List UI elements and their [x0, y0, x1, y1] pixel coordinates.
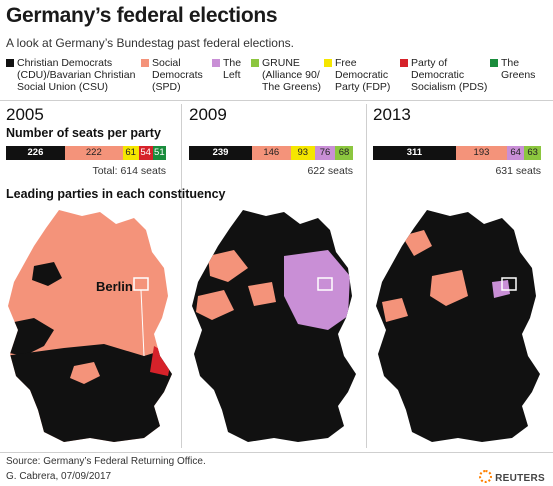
- year-2005: 2005: [6, 105, 44, 124]
- total-2005: Total: 614 seats: [92, 165, 166, 177]
- map-2013: [376, 210, 540, 442]
- reuters-logo: REUTERS: [479, 470, 545, 484]
- legend-label-cdu: Christian Democrats (CDU)/Bavarian Chris…: [17, 57, 136, 93]
- map-2005: [8, 210, 172, 442]
- total-2009: 622 seats: [307, 165, 353, 177]
- year-2013: 2013: [373, 105, 411, 124]
- reuters-logo-text: REUTERS: [495, 473, 545, 484]
- reuters-logo-icon: [479, 470, 493, 483]
- seat-bar-2013: 311 193 64 63: [373, 146, 541, 160]
- legend-swatch-spd: [141, 59, 149, 67]
- seat-segment-pds: 54: [138, 146, 153, 160]
- legend-item-fdp: Free Democratic Party (FDP): [324, 57, 390, 93]
- seat-segment-grune: 68: [335, 146, 353, 160]
- map-2013-spd-west: [382, 298, 408, 322]
- legend-item-grune: GRUNE (Alliance 90/ The Greens): [251, 57, 321, 93]
- legend-label-left: The Left: [223, 57, 242, 81]
- seat-segment-fdp: 93: [290, 146, 316, 160]
- seat-segment-spd: 193: [455, 146, 508, 160]
- map-2005-berlin-line: [140, 289, 145, 357]
- legend-item-greens: The Greens: [490, 57, 535, 81]
- map-2013-spd-north: [402, 230, 432, 256]
- legend-item-spd: Social Democrats (SPD): [141, 57, 203, 93]
- credit-note: G. Cabrera, 07/09/2017: [6, 471, 112, 482]
- seat-segment-the-left: 76: [315, 146, 336, 160]
- legend-label-grune: GRUNE (Alliance 90/ The Greens): [262, 57, 321, 93]
- seat-segment-grune: 63: [524, 146, 541, 160]
- legend-label-spd: Social Democrats (SPD): [152, 57, 203, 93]
- map-2009: [192, 210, 356, 442]
- legend-item-left: The Left: [212, 57, 241, 81]
- source-note: Source: Germany’s Federal Returning Offi…: [6, 456, 206, 467]
- column-divider-1: [181, 104, 182, 448]
- seat-segment-fdp: 61: [122, 146, 139, 160]
- legend-swatch-fdp: [324, 59, 332, 67]
- legend-swatch-cdu: [6, 59, 14, 67]
- map-2013-cdu-base: [376, 210, 540, 442]
- map-2013-left-berlin: [492, 280, 510, 298]
- map-2005-south-region: [8, 344, 172, 442]
- legend-label-greens: The Greens: [501, 57, 536, 81]
- seat-segment-cdu-csu: 239: [189, 146, 253, 160]
- page-subtitle: A look at Germany’s Bundestag past feder…: [6, 36, 294, 50]
- legend-label-fdp: Free Democratic Party (FDP): [335, 57, 391, 93]
- legend-divider: [0, 100, 553, 101]
- map-2005-south-spd-patch: [70, 362, 100, 384]
- map-2009-left-east: [284, 250, 350, 330]
- legend-swatch-left: [212, 59, 220, 67]
- year-2009: 2009: [189, 105, 227, 124]
- berlin-label: Berlin: [96, 279, 133, 294]
- map-2009-spd-west: [196, 290, 234, 320]
- seat-segment-the-left: 64: [507, 146, 525, 160]
- map-2009-cdu-base: [192, 210, 356, 442]
- seat-segment-cdu-csu: 311: [373, 146, 456, 160]
- legend-label-pds: Party of Democratic Socialism (PDS): [411, 57, 488, 93]
- seat-segment-spd: 146: [252, 146, 291, 160]
- map-2005-north-patch: [32, 262, 62, 286]
- footer-rule: [0, 452, 553, 453]
- page-title: Germany’s federal elections: [6, 4, 278, 27]
- map-2009-spd-center: [248, 282, 276, 306]
- legend-swatch-pds: [400, 59, 408, 67]
- column-divider-2: [366, 104, 367, 448]
- seat-bar-2009: 239 146 93 76 68: [189, 146, 353, 160]
- map-2009-berlin-box: [317, 277, 333, 291]
- legend-item-cdu: Christian Democrats (CDU)/Bavarian Chris…: [6, 57, 135, 93]
- map-2009-spd-north: [208, 250, 248, 282]
- constituency-heading: Leading parties in each constituency: [6, 187, 226, 201]
- seats-heading: Number of seats per party: [6, 126, 161, 140]
- total-2013: 631 seats: [495, 165, 541, 177]
- seat-segment-the-greens: 51: [152, 146, 166, 160]
- legend-swatch-greens: [490, 59, 498, 67]
- seat-bar-2005: 226 222 61 54 51: [6, 146, 166, 160]
- seat-segment-cdu-csu: 226: [6, 146, 65, 160]
- seat-segment-spd: 222: [64, 146, 123, 160]
- legend-swatch-grune: [251, 59, 259, 67]
- map-2013-spd-center: [430, 270, 468, 306]
- map-2013-berlin-box: [501, 277, 517, 291]
- legend-item-pds: Party of Democratic Socialism (PDS): [400, 57, 487, 93]
